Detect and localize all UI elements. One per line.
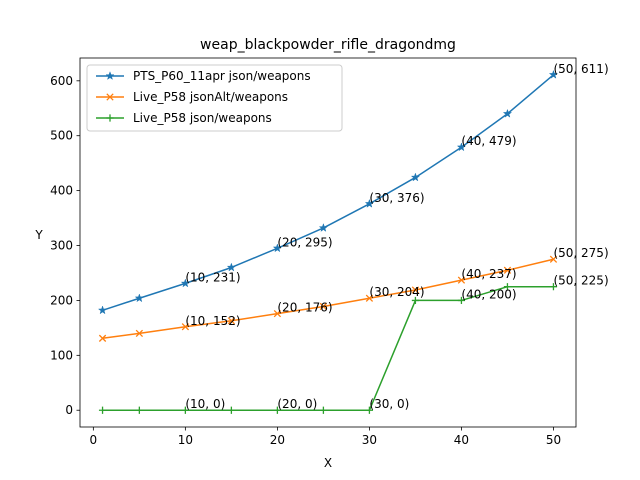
y-tick-label: 500 bbox=[50, 129, 73, 143]
x-tick-label: 20 bbox=[270, 433, 285, 447]
data-point bbox=[502, 108, 513, 118]
data-point bbox=[135, 406, 143, 414]
legend-marker bbox=[106, 114, 114, 122]
legend-marker bbox=[105, 71, 115, 81]
data-point bbox=[134, 293, 145, 303]
data-label: (10, 231) bbox=[185, 270, 240, 284]
data-label: (10, 0) bbox=[185, 397, 225, 411]
y-tick-label: 300 bbox=[50, 239, 73, 253]
data-point bbox=[272, 243, 283, 253]
data-point bbox=[549, 255, 558, 263]
data-label: (50, 611) bbox=[553, 62, 608, 76]
series-3 bbox=[98, 283, 558, 414]
data-label: (20, 0) bbox=[277, 397, 317, 411]
data-label: (40, 237) bbox=[461, 267, 516, 281]
data-point bbox=[457, 296, 466, 305]
data-label: (50, 275) bbox=[553, 246, 608, 260]
legend-marker bbox=[106, 93, 114, 101]
y-axis-label: Y bbox=[34, 228, 43, 242]
chart-title: weap_blackpowder_rifle_dragondmg bbox=[200, 37, 456, 53]
data-point bbox=[365, 406, 374, 414]
series-1 bbox=[97, 69, 559, 315]
x-tick-label: 10 bbox=[178, 433, 193, 447]
x-axis-label: X bbox=[324, 456, 332, 470]
x-tick-label: 30 bbox=[362, 433, 377, 447]
data-point bbox=[180, 278, 191, 288]
y-tick-label: 200 bbox=[50, 293, 73, 307]
data-point bbox=[319, 302, 328, 311]
legend-label: PTS_P60_11apr json/weapons bbox=[133, 69, 311, 83]
data-point bbox=[365, 294, 374, 302]
legend-label: Live_P58 jsonAlt/weapons bbox=[133, 90, 288, 104]
legend-box bbox=[86, 64, 343, 132]
x-tick-label: 50 bbox=[546, 433, 561, 447]
data-point bbox=[227, 406, 235, 414]
y-tick-label: 400 bbox=[50, 184, 73, 198]
legend: PTS_P60_11apr json/weapons Live_P58 jsonA… bbox=[86, 64, 343, 132]
data-point bbox=[318, 222, 329, 232]
axes-frame bbox=[79, 57, 577, 428]
data-point bbox=[364, 198, 375, 208]
data-label: (30, 204) bbox=[369, 285, 424, 299]
data-point bbox=[135, 329, 144, 338]
data-label: (40, 479) bbox=[461, 134, 516, 148]
data-label: (20, 295) bbox=[277, 235, 332, 249]
data-label: (10, 152) bbox=[185, 314, 240, 328]
data-point bbox=[319, 406, 327, 414]
legend-label: Live_P58 json/weapons bbox=[133, 111, 272, 125]
data-point bbox=[411, 286, 420, 294]
series-2 bbox=[98, 255, 558, 342]
data-label: (20, 176) bbox=[277, 301, 332, 315]
data-point bbox=[456, 142, 467, 152]
x-tick-label: 0 bbox=[90, 433, 98, 447]
data-label: (30, 0) bbox=[369, 397, 409, 411]
data-point bbox=[503, 283, 512, 291]
data-point bbox=[181, 406, 189, 414]
data-point bbox=[98, 406, 107, 414]
data-point bbox=[273, 406, 281, 414]
y-tick-label: 0 bbox=[65, 403, 73, 417]
data-label: (50, 225) bbox=[553, 274, 608, 288]
data-point bbox=[549, 283, 558, 291]
data-point bbox=[503, 266, 512, 274]
data-point bbox=[98, 334, 107, 342]
data-point bbox=[97, 305, 108, 315]
y-tick-label: 100 bbox=[50, 348, 73, 362]
data-point bbox=[457, 276, 466, 284]
data-point bbox=[227, 317, 236, 325]
data-point bbox=[181, 323, 190, 331]
data-point bbox=[273, 309, 282, 318]
data-label: (30, 376) bbox=[369, 191, 424, 205]
data-point bbox=[226, 262, 237, 272]
data-point bbox=[548, 69, 559, 79]
y-tick-label: 600 bbox=[50, 74, 73, 88]
data-point bbox=[410, 172, 421, 182]
x-tick-label: 40 bbox=[454, 433, 469, 447]
data-point bbox=[411, 296, 420, 305]
data-label: (40, 200) bbox=[461, 287, 516, 301]
